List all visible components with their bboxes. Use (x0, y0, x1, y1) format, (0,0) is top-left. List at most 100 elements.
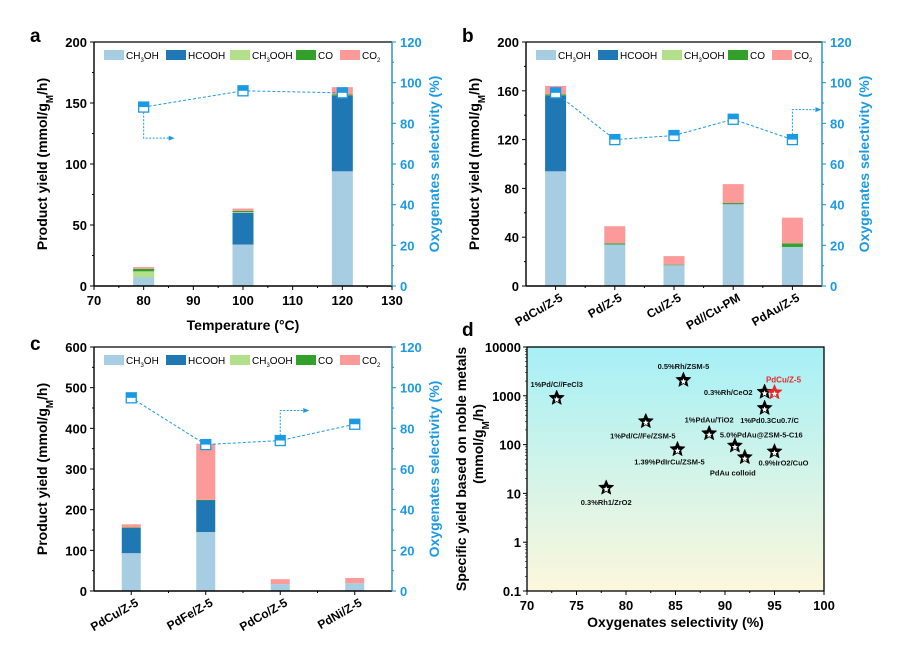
legend-item-co: CO (728, 50, 765, 62)
legend: CH3OH HCOOH CH3OOH CO CO2 (104, 50, 381, 64)
bar-segment-hcooh (331, 95, 353, 172)
axes: 0 50 100 150 200 0 20 40 60 80 100 120 70 80 90 100 110 1… (34, 35, 442, 333)
y-right-tick-label: 40 (400, 503, 414, 518)
bars (545, 85, 803, 286)
y-right-tick-label: 100 (830, 76, 852, 91)
y-right-tick-label: 0 (830, 279, 837, 294)
legend-item-co2: CO2 (772, 50, 813, 64)
x-category-label: Cu/Z-5 (644, 290, 684, 321)
selectivity-line (555, 92, 793, 141)
y-tick-label: 200 (65, 503, 87, 518)
bar-segment-ch3oh (345, 583, 365, 591)
bar-stack (270, 579, 290, 591)
bar-segment-co2 (345, 577, 365, 584)
bar-segment-co (722, 203, 744, 205)
legend-item-ch3oh: CH3OH (104, 355, 159, 369)
selectivity-marker (668, 129, 680, 142)
panel-c: c 0 100 200 300 400 500 600 0 20 40 60 80 100 120 PdCu/… (30, 334, 442, 634)
bar-stack (121, 524, 141, 591)
legend-swatch (296, 50, 316, 60)
legend-label: HCOOH (620, 51, 657, 62)
arrow-head-icon (815, 107, 822, 113)
marker-fill (609, 134, 620, 140)
legend-item-ch3ooh: CH3OOH (662, 50, 725, 64)
legend-label: CO (318, 51, 333, 62)
legend-label: CH3OH (126, 356, 159, 369)
y-tick-label: 200 (497, 35, 519, 50)
star-inner (741, 455, 748, 462)
legend-swatch (340, 50, 360, 60)
legend-label: CO (750, 51, 765, 62)
x-category-label: PdCu/Z-5 (512, 290, 565, 329)
y-tick-label: 0 (80, 584, 87, 599)
scatter-point: 0.9%IrO2/CuO (758, 442, 809, 468)
point-label: PdCu/Z-5 (766, 375, 802, 384)
point-label: 1%Pd/C//Fe/ZSM-5 (610, 431, 675, 440)
x-tick-label: 90 (186, 293, 200, 308)
y-tick-label: 0 (512, 279, 519, 294)
x-tick-label: 110 (282, 293, 303, 308)
y-axis-right-title: Oxygenates selectivity (%) (426, 381, 442, 558)
y-tick-label: 0 (80, 279, 87, 294)
x-tick-label: 90 (718, 598, 732, 613)
legend-item-ch3ooh: CH3OOH (230, 355, 293, 369)
y-right-tick-label: 120 (400, 35, 422, 50)
x-category-label: Pd/Z-5 (586, 290, 625, 321)
y-tick-label: 0.1 (503, 584, 521, 599)
legend-item-ch3ooh: CH3OOH (230, 50, 293, 64)
legend-label: CO2 (794, 51, 813, 64)
axes: 0.1 1 10 100 1000 10000 70 75 80 85 90 95 100 Oxygena… (453, 340, 835, 630)
bars (121, 443, 365, 591)
bar-segment-ch3ooh (232, 212, 254, 213)
legend-label: CH3OOH (684, 51, 725, 64)
bar-stack (345, 577, 365, 591)
bar-segment-ch3oh (232, 244, 254, 286)
legend-item-co: CO (296, 50, 333, 62)
marker-fill (126, 392, 137, 398)
bar-stack (663, 256, 685, 286)
panel-letter: b (462, 26, 474, 47)
bar-segment-hcooh (196, 500, 216, 533)
y-tick-label: 400 (65, 421, 87, 436)
selectivity-marker (237, 85, 249, 97)
y-tick-label: 10000 (485, 340, 521, 355)
bar-segment-co2 (196, 443, 216, 500)
scatter-point-highlight: PdCu/Z-5 (766, 375, 802, 400)
bar-segment-co2 (604, 226, 626, 244)
star-inner (771, 390, 778, 397)
bar-segment-co2 (121, 524, 141, 528)
panel-a: a 0 50 100 150 200 0 20 40 60 80 100 120 70 80 90 100 110… (30, 26, 442, 333)
scatter-point: 1%PdAu/TiO2 (685, 415, 734, 441)
scatter-point: 0.3%Rh/CeO2 (704, 383, 773, 399)
y-right-tick-label: 80 (830, 116, 844, 131)
right-axis-arrow (279, 408, 310, 436)
bar-segment-ch3oh (133, 277, 155, 286)
y-right-tick-label: 0 (400, 584, 407, 599)
legend-label: CH3OH (558, 51, 591, 64)
arrow-line (279, 410, 306, 436)
y-right-tick-label: 80 (400, 116, 414, 131)
y-right-tick-label: 60 (400, 157, 414, 172)
legend-swatch (166, 50, 186, 60)
panel-letter: a (30, 26, 41, 47)
y-axis-right-title: Oxygenates selectivity (%) (856, 76, 872, 253)
bars (133, 87, 353, 286)
legend-swatch (772, 50, 792, 60)
marker-fill (238, 85, 248, 91)
x-category-label: PdFe/Z-5 (164, 595, 215, 633)
bar-segment-ch3oh (331, 171, 353, 286)
legend-item-hcooh: HCOOH (166, 355, 225, 367)
y-tick-label: 80 (505, 181, 519, 196)
legend-item-hcooh: HCOOH (166, 50, 225, 62)
x-tick-label: 130 (381, 293, 403, 308)
panel-letter: c (30, 334, 41, 355)
bar-segment-co (663, 264, 685, 266)
bar-segment-ch3oh (781, 246, 803, 286)
y-tick-label: 200 (65, 35, 87, 50)
selectivity-marker (727, 113, 739, 125)
arrow-head-icon (303, 408, 310, 414)
selectivity-marker (786, 133, 799, 146)
y-right-tick-label: 80 (400, 421, 414, 436)
bar-segment-ch3oh (663, 265, 685, 286)
legend-label: CH3OOH (252, 356, 293, 369)
